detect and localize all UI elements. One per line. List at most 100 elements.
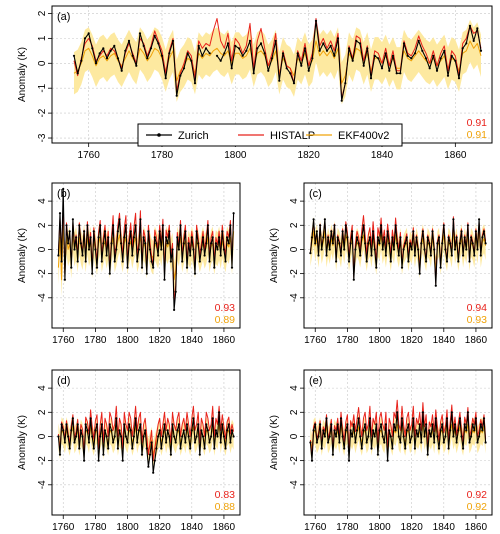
x-tick-label: 1800 [368,335,391,346]
y-tick-label: 2 [289,222,300,228]
zurich-point [67,242,70,245]
zurich-point [370,447,373,450]
zurich-point [372,230,375,233]
zurich-point [368,417,371,420]
zurich-point [163,278,166,281]
zurich-point [186,52,189,55]
zurich-point [84,423,87,426]
zurich-point [421,49,424,52]
x-tick-label: 1800 [224,150,247,161]
zurich-point [232,435,235,438]
zurich-point [131,254,134,257]
y-tick-label: -2 [289,456,300,465]
zurich-point [226,429,229,432]
zurich-point [479,49,483,52]
zurich-point [68,230,71,233]
zurich-point [129,230,132,233]
legend-label-0: Zurich [178,130,209,142]
zurich-point [386,459,389,462]
zurich-point [62,187,65,191]
zurich-point [219,441,222,444]
zurich-point [310,459,314,462]
zurich-point [94,248,97,251]
zurich-point [449,429,452,432]
zurich-point [355,236,359,239]
zurich-point [214,242,217,245]
zurich-point [83,459,86,462]
zurich-point [389,260,392,263]
y-tick-label: 2 [37,409,48,415]
zurich-point [457,260,460,263]
zurich-point [158,429,161,432]
plot-frame [51,182,241,329]
zurich-point [461,47,464,50]
zurich-point [270,57,274,60]
y-tick-label: -2 [37,108,48,117]
zurich-point [229,224,232,227]
zurich-point [189,447,192,450]
zurich-point [171,423,174,426]
zurich-point [184,230,187,233]
zurich-point [300,64,303,67]
zurich-point [463,236,466,239]
zurich-point [377,57,380,60]
zurich-point [160,248,163,251]
zurich-point [227,423,230,426]
y-axis-label: Anomaly (K) [17,228,28,283]
zurich-point [224,447,227,450]
zurich-point [400,417,404,420]
zurich-point [344,429,347,432]
zurich-point [86,224,89,227]
y-tick-label: 4 [37,198,48,204]
zurich-point [439,429,442,432]
zurich-point [322,42,325,45]
zurich-point [409,441,412,444]
zurich-point [97,459,100,462]
zurich-point [70,266,73,269]
zurich-point [126,441,129,444]
zurich-point [351,230,354,233]
zurich-point [123,423,126,426]
zurich-point [177,248,180,251]
zurich-point [127,39,131,43]
zurich-point [213,266,216,269]
x-tick-label: 1760 [304,522,327,533]
y-tick-label: 4 [289,385,300,391]
zurich-point [115,417,118,420]
y-tick-label: -3 [37,133,48,142]
zurich-point [347,260,351,263]
zurich-point [415,429,418,432]
y-tick-label: -4 [37,480,48,489]
zurich-point [163,423,166,426]
zurich-point [478,218,481,221]
zurich-point [218,236,221,239]
x-tick-label: 1760 [52,522,75,533]
zurich-point [458,417,461,420]
zurich-point [367,435,370,438]
zurich-point [185,423,189,426]
zurich-point [437,447,441,450]
zurich-point [478,435,481,438]
zurich-point [323,435,326,438]
zurich-point [259,42,263,45]
zurich-point [364,423,367,426]
plot-area [57,187,235,311]
zurich-point [184,441,187,444]
zurich-point [381,248,384,251]
zurich-point [203,254,206,257]
zurich-point [358,42,362,45]
zurich-point [210,242,213,245]
zurich-point [341,230,344,233]
zurich-point [58,212,62,215]
zurich-point [113,44,116,48]
zurich-point [179,224,182,227]
zurich-point [137,248,140,251]
y-tick-label: 0 [37,433,48,439]
zurich-point [338,441,341,444]
zurich-point [173,435,176,438]
zurich-point [362,224,365,227]
zurich-point [336,37,340,40]
zurich-point [426,453,429,456]
grid [304,370,492,515]
zurich-point [222,248,225,251]
